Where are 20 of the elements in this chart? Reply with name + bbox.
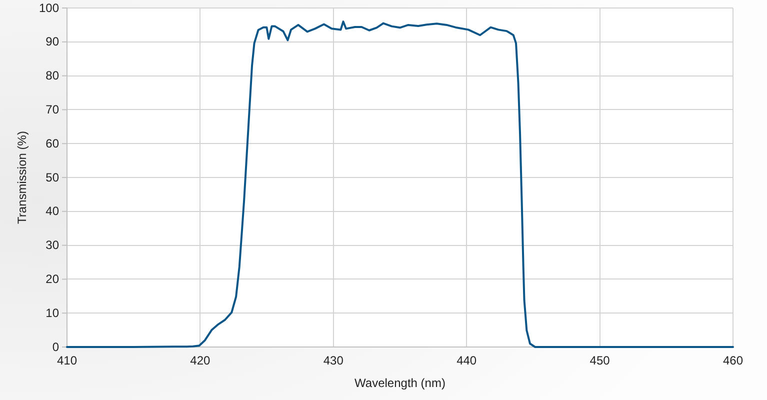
x-tick-label: 420 — [190, 354, 211, 368]
y-tick-label: 100 — [38, 0, 60, 15]
y-tick-label: 20 — [46, 272, 60, 286]
y-tick-label: 50 — [46, 170, 60, 184]
x-tick-label: 430 — [323, 354, 344, 368]
y-tick-label: 30 — [46, 238, 60, 252]
y-axis-title: Transmission (%) — [15, 131, 29, 224]
y-tick-label: 0 — [52, 340, 60, 354]
y-tick-label: 70 — [46, 102, 60, 117]
x-tick-label: 450 — [590, 354, 610, 368]
y-tick-label: 10 — [46, 306, 60, 320]
y-tick-label: 60 — [46, 136, 60, 150]
x-tick-label: 410 — [56, 354, 78, 368]
x-tick-label: 460 — [722, 354, 744, 368]
line-series — [66, 20, 734, 348]
y-tick-label: 80 — [46, 68, 60, 83]
y-tick-label: 40 — [46, 204, 60, 218]
x-tick-label: 440 — [456, 354, 477, 368]
x-axis-title: Wavelength (nm) — [354, 376, 446, 390]
y-tick-label: 90 — [46, 34, 60, 49]
